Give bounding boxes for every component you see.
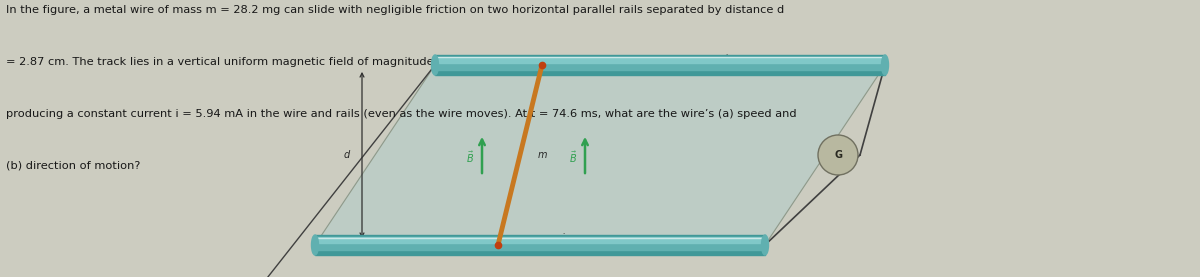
- Ellipse shape: [882, 55, 888, 75]
- Text: i: i: [562, 233, 565, 243]
- Ellipse shape: [432, 55, 438, 75]
- Text: i: i: [725, 54, 727, 64]
- Ellipse shape: [762, 235, 768, 255]
- Circle shape: [818, 135, 858, 175]
- Text: = 2.87 cm. The track lies in a vertical uniform magnetic field of magnitude 46.0: = 2.87 cm. The track lies in a vertical …: [6, 57, 775, 67]
- Text: d: d: [343, 150, 350, 160]
- Text: $\vec{B}$: $\vec{B}$: [466, 149, 474, 165]
- Ellipse shape: [312, 235, 318, 255]
- Polygon shape: [314, 65, 886, 245]
- Text: In the figure, a metal wire of mass m = 28.2 mg can slide with negligible fricti: In the figure, a metal wire of mass m = …: [6, 5, 785, 15]
- Text: producing a constant current i = 5.94 mA in the wire and rails (even as the wire: producing a constant current i = 5.94 mA…: [6, 109, 797, 119]
- Text: m: m: [538, 150, 547, 160]
- Text: $\vec{B}$: $\vec{B}$: [569, 149, 577, 165]
- Text: G: G: [834, 150, 842, 160]
- Text: (b) direction of motion?: (b) direction of motion?: [6, 161, 140, 171]
